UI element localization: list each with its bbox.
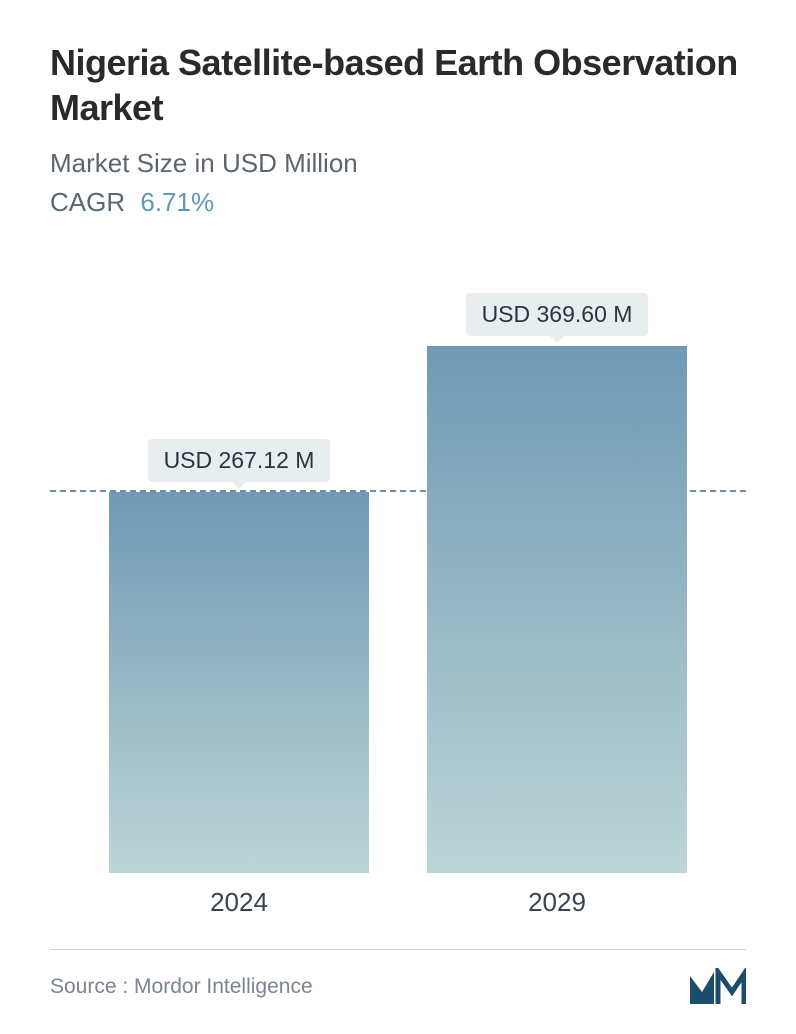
x-labels: 2024 2029 — [50, 887, 746, 918]
logo-icon — [688, 968, 746, 1006]
bars-container: USD 267.12 M USD 369.60 M — [50, 258, 746, 873]
chart-area: USD 267.12 M USD 369.60 M 2024 2029 — [50, 258, 746, 918]
x-label-0: 2024 — [109, 887, 369, 918]
cagr-label: CAGR — [50, 187, 125, 217]
cagr-value: 6.71% — [140, 187, 214, 217]
value-label-0: USD 267.12 M — [148, 439, 331, 482]
source-text: Source : Mordor Intelligence — [50, 975, 313, 999]
chart-subtitle: Market Size in USD Million — [50, 148, 746, 179]
bar-group-0: USD 267.12 M — [109, 439, 369, 873]
footer: Source : Mordor Intelligence — [50, 949, 746, 1006]
chart-title: Nigeria Satellite-based Earth Observatio… — [50, 40, 746, 130]
x-label-1: 2029 — [427, 887, 687, 918]
bar-0 — [109, 492, 369, 873]
bar-group-1: USD 369.60 M — [427, 293, 687, 873]
value-label-1: USD 369.60 M — [466, 293, 649, 336]
cagr-row: CAGR 6.71% — [50, 187, 746, 218]
bar-1 — [427, 346, 687, 873]
